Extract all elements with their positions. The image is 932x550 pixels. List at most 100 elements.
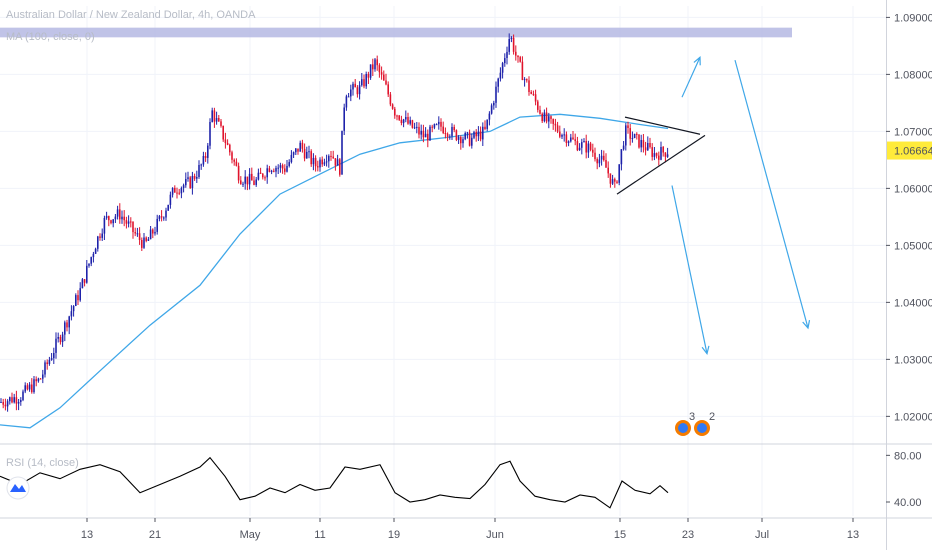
- candle-body: [240, 180, 242, 185]
- candle-body: [13, 397, 15, 403]
- time-tick-label: 19: [388, 529, 400, 541]
- candle-body: [266, 168, 268, 178]
- projection-arrows[interactable]: [671, 56, 811, 356]
- tradingview-logo-icon[interactable]: [6, 476, 30, 500]
- candle-body: [660, 147, 662, 160]
- candle-body: [488, 113, 491, 120]
- candle-body: [607, 167, 609, 174]
- candle-body: [460, 137, 462, 144]
- candle-body: [385, 80, 387, 85]
- candle-body: [475, 131, 477, 137]
- candle-body: [295, 148, 297, 153]
- triangle-lower-line[interactable]: [616, 134, 706, 195]
- candle-body: [191, 176, 194, 189]
- candle-body: [156, 218, 158, 232]
- candle-body: [138, 233, 141, 240]
- candle-body: [343, 107, 345, 131]
- time-tick-label: 21: [149, 529, 161, 541]
- candle-body: [253, 180, 255, 185]
- candle-body: [290, 154, 293, 163]
- triangle-pattern[interactable]: [616, 116, 706, 195]
- projection-arrow-3[interactable]: [734, 59, 809, 329]
- candle-body: [512, 37, 515, 52]
- candle-body: [363, 79, 365, 87]
- candle-body: [583, 141, 585, 143]
- candle-body: [70, 311, 73, 317]
- projection-arrow-1[interactable]: [681, 57, 701, 98]
- candle-body: [504, 58, 506, 64]
- candle-body: [334, 158, 337, 166]
- candle-body: [171, 187, 174, 195]
- triangle-upper-line[interactable]: [624, 116, 701, 135]
- ma-legend[interactable]: MA (100, close, 0): [6, 31, 95, 43]
- candle-body: [561, 135, 563, 137]
- candle-body: [614, 179, 616, 182]
- candle-body: [169, 194, 172, 205]
- candle-body: [389, 94, 392, 105]
- candle-body: [574, 139, 576, 142]
- candle-body: [341, 130, 343, 175]
- candle-body: [323, 162, 326, 165]
- candle-body: [193, 176, 196, 179]
- candle-body: [215, 118, 218, 122]
- candle-body: [581, 142, 583, 148]
- candle-body: [284, 168, 286, 172]
- candle-body: [534, 94, 537, 102]
- candle-body: [429, 126, 431, 141]
- rsi-axis[interactable]: 80.00 40.00: [886, 450, 922, 509]
- candle-body: [297, 148, 299, 152]
- candle-body: [244, 176, 246, 184]
- candle-body: [598, 159, 601, 164]
- candle-body: [365, 74, 367, 87]
- candle-body: [198, 165, 200, 177]
- idea-author-inner-icon: [697, 423, 707, 433]
- candle-body: [103, 218, 106, 234]
- candle-body: [286, 165, 288, 172]
- candle-body: [420, 130, 422, 135]
- candle-body: [321, 159, 323, 165]
- candle-body: [539, 109, 541, 114]
- candle-body: [187, 177, 189, 179]
- candle-body: [649, 143, 651, 148]
- resistance-zone[interactable]: [0, 27, 792, 38]
- time-tick-label: Jul: [755, 529, 769, 541]
- candle-body: [376, 59, 378, 66]
- candle-body: [642, 140, 645, 148]
- symbol-title[interactable]: Australian Dollar / New Zealand Dollar, …: [6, 9, 256, 21]
- rsi-legend[interactable]: RSI (14, close): [6, 457, 79, 469]
- candle-body: [510, 37, 513, 39]
- candle-body: [147, 239, 150, 241]
- candle-body: [303, 148, 306, 159]
- grid: [0, 6, 886, 516]
- candle-body: [306, 151, 308, 159]
- candle-body: [464, 133, 466, 140]
- candle-body: [99, 236, 101, 238]
- candle-body: [424, 133, 427, 138]
- candle-body: [391, 104, 394, 109]
- moving-average-line: [0, 113, 669, 429]
- candle-body: [61, 334, 64, 343]
- price-tick-label: 1.02000: [894, 411, 932, 423]
- candle-body: [466, 132, 469, 134]
- candle-body: [310, 151, 312, 165]
- candle-body: [204, 156, 207, 158]
- candle-body: [563, 134, 565, 136]
- candle-body: [387, 84, 389, 95]
- candle-body: [275, 167, 277, 172]
- candle-body: [664, 152, 667, 157]
- candle-body: [264, 177, 266, 179]
- candle-body: [317, 166, 319, 168]
- time-axis[interactable]: 13 21 May 11 19 Jun 15 23 Jul 13: [81, 518, 859, 541]
- projection-arrow-2[interactable]: [671, 185, 708, 354]
- candle-body: [270, 170, 273, 172]
- candle-body: [416, 126, 418, 128]
- candle-body: [495, 86, 497, 103]
- candle-body: [119, 209, 121, 220]
- candle-body: [548, 116, 550, 122]
- candle-body: [127, 221, 130, 224]
- candle-body: [508, 39, 510, 52]
- candle-body: [55, 338, 57, 353]
- price-axis[interactable]: 1.09000 1.08000 1.07000 1.06000 1.05000 1.040…: [886, 12, 932, 423]
